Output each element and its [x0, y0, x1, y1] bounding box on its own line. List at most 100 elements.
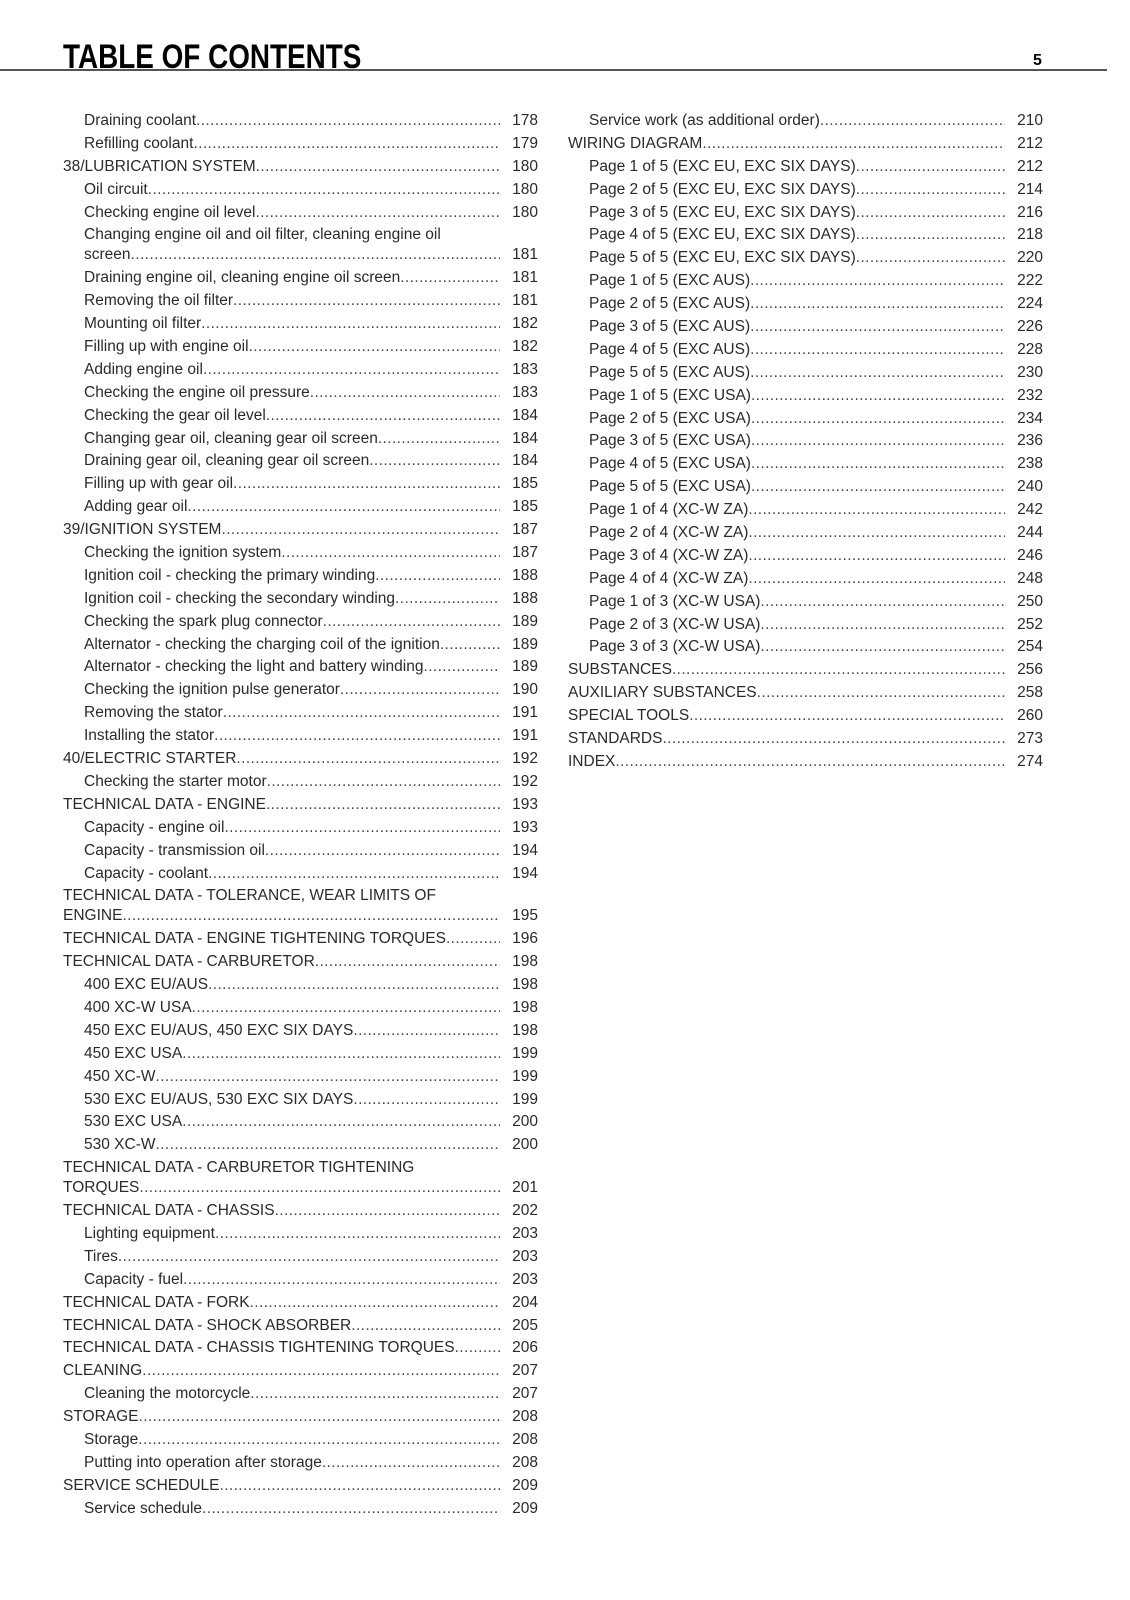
toc-entry[interactable]: AUXILIARY SUBSTANCES 258: [568, 682, 1043, 705]
toc-entry[interactable]: Page 5 of 5 (EXC EU, EXC SIX DAYS) 220: [568, 247, 1043, 270]
dot-leader: [202, 1498, 500, 1521]
dot-leader: [156, 1134, 501, 1157]
dot-leader: [196, 110, 500, 133]
toc-entry[interactable]: Filling up with gear oil 185: [63, 473, 538, 496]
toc-entry[interactable]: Draining coolant 178: [63, 110, 538, 133]
toc-entry[interactable]: Page 4 of 5 (EXC USA) 238: [568, 453, 1043, 476]
toc-entry[interactable]: Page 3 of 3 (XC-W USA) 254: [568, 636, 1043, 659]
toc-entry[interactable]: Alternator - checking the light and batt…: [63, 656, 538, 679]
toc-entry[interactable]: Checking the ignition pulse generator 190: [63, 679, 538, 702]
toc-entry[interactable]: SUBSTANCES 256: [568, 659, 1043, 682]
toc-entry[interactable]: Checking the engine oil pressure 183: [63, 382, 538, 405]
toc-entry[interactable]: 450 XC-W 199: [63, 1066, 538, 1089]
toc-entry[interactable]: Changing engine oil and oil filter, clea…: [63, 224, 538, 267]
toc-entry[interactable]: Refilling coolant 179: [63, 133, 538, 156]
toc-entry[interactable]: Page 1 of 3 (XC-W USA) 250: [568, 591, 1043, 614]
toc-entry[interactable]: TECHNICAL DATA - CARBURETOR 198: [63, 951, 538, 974]
toc-entry[interactable]: Lighting equipment 203: [63, 1223, 538, 1246]
toc-entry[interactable]: Page 3 of 4 (XC-W ZA) 246: [568, 545, 1043, 568]
toc-entry[interactable]: Page 3 of 5 (EXC USA) 236: [568, 430, 1043, 453]
toc-entry[interactable]: TECHNICAL DATA - ENGINE TIGHTENING TORQU…: [63, 928, 538, 951]
toc-entry[interactable]: Service work (as additional order) 210: [568, 110, 1043, 133]
toc-entry[interactable]: CLEANING 207: [63, 1360, 538, 1383]
toc-entry[interactable]: Putting into operation after storage 208: [63, 1452, 538, 1475]
toc-entry[interactable]: Page 2 of 4 (XC-W ZA) 244: [568, 522, 1043, 545]
toc-entry[interactable]: Page 1 of 5 (EXC USA) 232: [568, 385, 1043, 408]
toc-entry[interactable]: Page 1 of 5 (EXC AUS) 222: [568, 270, 1043, 293]
toc-entry[interactable]: Draining gear oil, cleaning gear oil scr…: [63, 450, 538, 473]
toc-entry[interactable]: 530 EXC EU/AUS, 530 EXC SIX DAYS 199: [63, 1089, 538, 1112]
toc-entry[interactable]: 400 XC-W USA 198: [63, 997, 538, 1020]
toc-entry[interactable]: Checking the spark plug connector 189: [63, 611, 538, 634]
dot-leader: [750, 316, 1005, 339]
toc-entry[interactable]: TECHNICAL DATA - CHASSIS TIGHTENING TORQ…: [63, 1337, 538, 1360]
toc-entry[interactable]: Capacity - fuel 203: [63, 1269, 538, 1292]
toc-entry[interactable]: Adding engine oil 183: [63, 359, 538, 382]
toc-entry-page: 200: [512, 1113, 538, 1131]
toc-entry[interactable]: 39/IGNITION SYSTEM 187: [63, 519, 538, 542]
toc-entry[interactable]: Cleaning the motorcycle 207: [63, 1383, 538, 1406]
toc-entry[interactable]: STANDARDS 273: [568, 728, 1043, 751]
toc-entry[interactable]: Tires 203: [63, 1246, 538, 1269]
toc-entry[interactable]: 450 EXC USA 199: [63, 1043, 538, 1066]
toc-entry[interactable]: SERVICE SCHEDULE 209: [63, 1475, 538, 1498]
toc-entry[interactable]: Page 3 of 5 (EXC AUS) 226: [568, 316, 1043, 339]
toc-entry[interactable]: TECHNICAL DATA - TOLERANCE, WEAR LIMITS …: [63, 885, 538, 928]
toc-entry[interactable]: 530 XC-W 200: [63, 1134, 538, 1157]
toc-entry[interactable]: Page 2 of 3 (XC-W USA) 252: [568, 614, 1043, 637]
toc-entry[interactable]: Alternator - checking the charging coil …: [63, 634, 538, 657]
toc-entry[interactable]: Page 1 of 4 (XC-W ZA) 242: [568, 499, 1043, 522]
dot-leader: [208, 974, 500, 997]
toc-entry[interactable]: Page 2 of 5 (EXC EU, EXC SIX DAYS) 214: [568, 179, 1043, 202]
toc-entry[interactable]: Removing the stator 191: [63, 702, 538, 725]
toc-entry[interactable]: Installing the stator 191: [63, 725, 538, 748]
toc-entry[interactable]: Page 5 of 5 (EXC AUS) 230: [568, 362, 1043, 385]
toc-entry[interactable]: Changing gear oil, cleaning gear oil scr…: [63, 428, 538, 451]
toc-entry[interactable]: Page 5 of 5 (EXC USA) 240: [568, 476, 1043, 499]
toc-entry[interactable]: 38/LUBRICATION SYSTEM 180: [63, 156, 538, 179]
toc-entry[interactable]: Capacity - coolant 194: [63, 863, 538, 886]
toc-entry[interactable]: Page 4 of 5 (EXC EU, EXC SIX DAYS) 218: [568, 224, 1043, 247]
toc-entry[interactable]: Page 1 of 5 (EXC EU, EXC SIX DAYS) 212: [568, 156, 1043, 179]
dot-leader: [266, 794, 500, 817]
toc-entry[interactable]: Capacity - transmission oil 194: [63, 840, 538, 863]
toc-entry[interactable]: Page 2 of 5 (EXC AUS) 224: [568, 293, 1043, 316]
toc-entry[interactable]: SPECIAL TOOLS 260: [568, 705, 1043, 728]
toc-entry[interactable]: Page 3 of 5 (EXC EU, EXC SIX DAYS) 216: [568, 202, 1043, 225]
toc-entry[interactable]: Page 4 of 4 (XC-W ZA) 248: [568, 568, 1043, 591]
toc-entry[interactable]: 40/ELECTRIC STARTER 192: [63, 748, 538, 771]
toc-entry[interactable]: Adding gear oil 185: [63, 496, 538, 519]
toc-entry[interactable]: Checking engine oil level 180: [63, 202, 538, 225]
toc-entry[interactable]: Oil circuit 180: [63, 179, 538, 202]
toc-entry[interactable]: Ignition coil - checking the primary win…: [63, 565, 538, 588]
toc-entry[interactable]: WIRING DIAGRAM 212: [568, 133, 1043, 156]
toc-entry-page: 198: [512, 998, 538, 1016]
dot-leader: [395, 588, 500, 611]
toc-entry[interactable]: Draining engine oil, cleaning engine oil…: [63, 267, 538, 290]
dot-leader: [208, 863, 500, 886]
toc-entry[interactable]: Checking the gear oil level 184: [63, 405, 538, 428]
dot-leader: [250, 1292, 500, 1315]
toc-entry[interactable]: Page 4 of 5 (EXC AUS) 228: [568, 339, 1043, 362]
toc-entry[interactable]: Checking the starter motor 192: [63, 771, 538, 794]
toc-entry[interactable]: TECHNICAL DATA - ENGINE 193: [63, 794, 538, 817]
toc-entry[interactable]: TECHNICAL DATA - SHOCK ABSORBER 205: [63, 1315, 538, 1338]
toc-entry[interactable]: Storage 208: [63, 1429, 538, 1452]
toc-entry[interactable]: 400 EXC EU/AUS 198: [63, 974, 538, 997]
toc-entry[interactable]: Service schedule 209: [63, 1498, 538, 1521]
toc-entry[interactable]: TECHNICAL DATA - CARBURETOR TIGHTENING TO…: [63, 1157, 538, 1200]
toc-entry[interactable]: STORAGE 208: [63, 1406, 538, 1429]
toc-entry[interactable]: Mounting oil filter 182: [63, 313, 538, 336]
toc-entry[interactable]: TECHNICAL DATA - FORK 204: [63, 1292, 538, 1315]
toc-entry[interactable]: 530 EXC USA 200: [63, 1111, 538, 1134]
toc-entry[interactable]: 450 EXC EU/AUS, 450 EXC SIX DAYS 198: [63, 1020, 538, 1043]
toc-entry[interactable]: Removing the oil filter 181: [63, 290, 538, 313]
toc-entry-page: 248: [1017, 569, 1043, 587]
toc-entry[interactable]: Page 2 of 5 (EXC USA) 234: [568, 408, 1043, 431]
toc-entry[interactable]: TECHNICAL DATA - CHASSIS 202: [63, 1200, 538, 1223]
toc-entry[interactable]: Filling up with engine oil 182: [63, 336, 538, 359]
toc-entry[interactable]: Checking the ignition system 187: [63, 542, 538, 565]
toc-entry[interactable]: Capacity - engine oil 193: [63, 817, 538, 840]
toc-entry[interactable]: INDEX 274: [568, 751, 1043, 774]
toc-entry[interactable]: Ignition coil - checking the secondary w…: [63, 588, 538, 611]
